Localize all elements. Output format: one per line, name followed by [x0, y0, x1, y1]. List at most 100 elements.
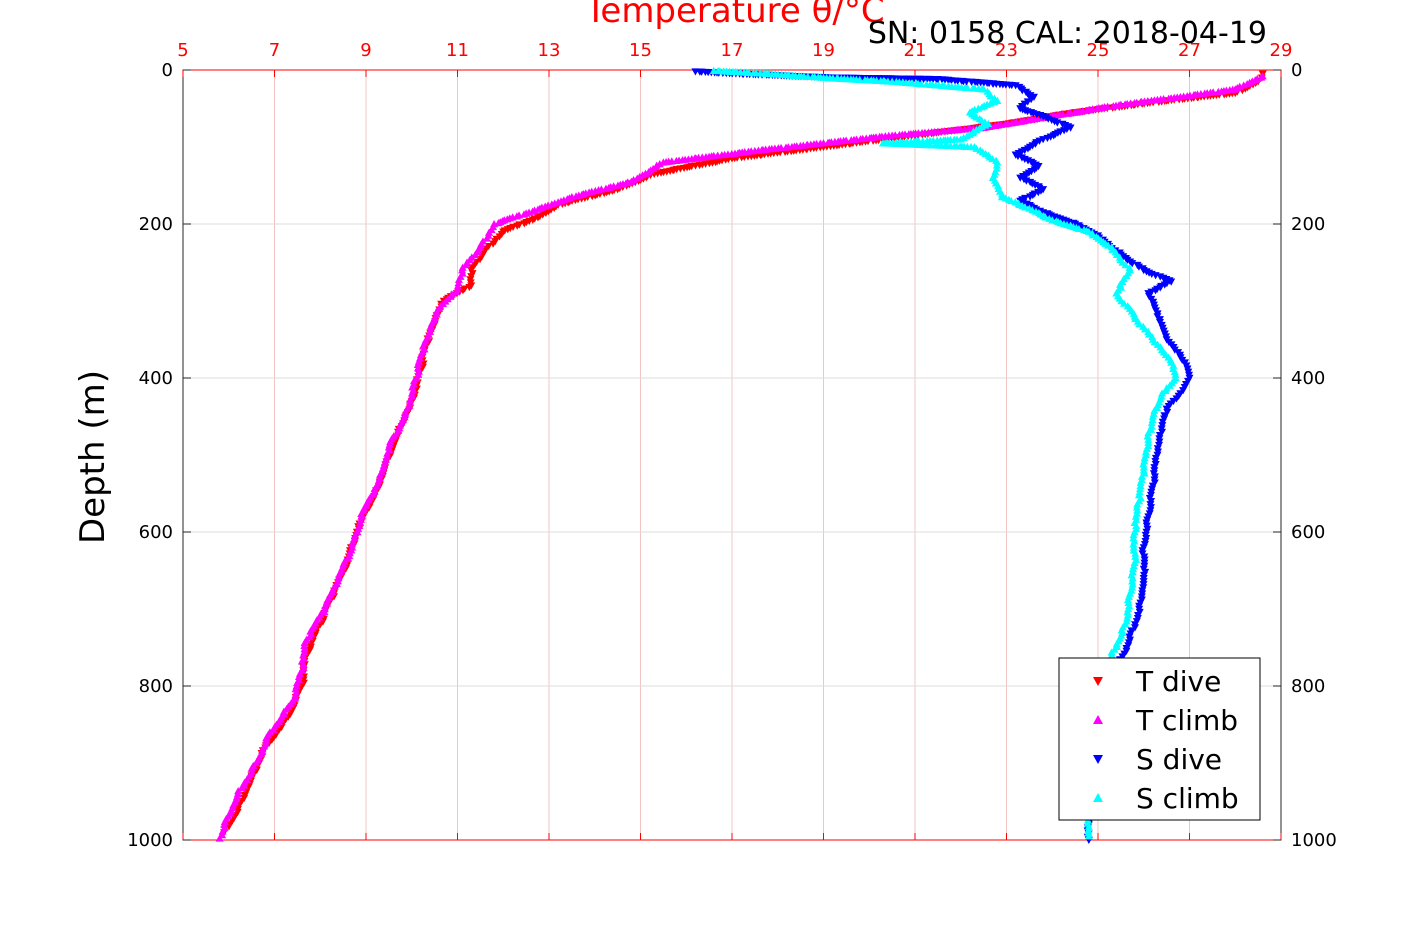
data-point	[1064, 109, 1073, 117]
data-point	[335, 571, 344, 579]
legend-marker	[1093, 715, 1103, 724]
x-tick-label: 23	[995, 40, 1018, 61]
legend-box	[1058, 657, 1261, 821]
x-tick-label: 17	[721, 40, 744, 61]
data-point	[320, 607, 329, 615]
data-point	[224, 823, 233, 831]
legend: T dive T climb S dive S climb	[1058, 657, 1261, 821]
x-tick-label: 5	[177, 40, 188, 61]
data-point	[384, 443, 393, 451]
data-point	[1129, 540, 1138, 548]
y-tick-label-right: 400	[1291, 368, 1325, 389]
data-point	[1133, 500, 1142, 508]
data-point	[218, 827, 227, 835]
data-point	[1084, 829, 1093, 837]
data-point	[1136, 481, 1145, 489]
data-point	[601, 184, 610, 192]
data-point	[1120, 299, 1129, 307]
data-point	[1135, 320, 1144, 328]
x-tick-label: 15	[629, 40, 652, 61]
x-tick-label: 9	[360, 40, 371, 61]
data-point	[1164, 94, 1173, 102]
chart-annotation: SN: 0158 CAL: 2018-04-19	[868, 16, 1267, 51]
data-point	[414, 367, 423, 375]
data-point	[993, 158, 1002, 166]
legend-marker	[1093, 793, 1103, 802]
y-tick-label-right: 1000	[1291, 830, 1337, 851]
data-point	[293, 678, 302, 687]
data-point	[300, 638, 309, 647]
data-point	[1117, 626, 1126, 634]
series-t-climb	[215, 72, 1267, 842]
data-point	[356, 515, 365, 523]
data-point	[781, 143, 790, 151]
x-tick-label: 21	[904, 40, 927, 61]
data-point	[1148, 412, 1157, 420]
legend-marker	[1093, 677, 1103, 686]
y-tick-label-left: 400	[139, 368, 173, 389]
data-point	[1128, 580, 1137, 588]
data-point	[1074, 224, 1083, 233]
data-point	[354, 524, 363, 533]
data-point	[454, 275, 463, 284]
data-point	[1124, 598, 1133, 607]
x-tick-label: 7	[269, 40, 280, 61]
y-axis-label: Depth (m)	[73, 370, 113, 544]
data-point	[986, 92, 995, 100]
y-tick-label-left: 200	[139, 214, 173, 235]
data-point	[1121, 261, 1130, 269]
chart-title: Temperature θ/°C	[584, 0, 884, 31]
data-point	[458, 266, 467, 274]
data-point	[1129, 564, 1138, 573]
data-point	[215, 834, 224, 842]
data-point	[520, 210, 529, 218]
x-tick-label: 13	[538, 40, 561, 61]
data-point	[454, 279, 463, 287]
data-point	[1128, 574, 1137, 582]
legend-label: T dive	[1135, 665, 1221, 698]
legend-marker	[1093, 755, 1103, 764]
data-point	[963, 83, 972, 92]
data-point	[855, 75, 864, 83]
data-point	[299, 651, 308, 659]
data-point	[1131, 512, 1140, 520]
y-tick-label-right: 0	[1291, 60, 1302, 81]
data-point	[1084, 832, 1093, 840]
data-point	[1107, 651, 1116, 659]
data-point	[220, 820, 229, 828]
data-point	[344, 554, 353, 562]
data-point	[489, 240, 498, 248]
x-tick-label: 19	[812, 40, 835, 61]
data-point	[1139, 460, 1148, 468]
y-tick-label-right: 600	[1291, 522, 1325, 543]
y-tick-label-left: 600	[139, 522, 173, 543]
x-tick-label: 27	[1178, 40, 1201, 61]
data-point	[1109, 102, 1118, 110]
data-point	[1144, 429, 1153, 437]
data-point	[1084, 822, 1093, 830]
grid	[183, 70, 1281, 840]
data-point	[1143, 432, 1152, 440]
data-point	[1147, 422, 1156, 430]
data-point	[847, 136, 856, 144]
data-point	[357, 512, 366, 520]
data-point	[351, 531, 360, 539]
axis-ticks: 5 7 9 11 13 15 17 19 21 23 25 27 2902004006008001000…	[127, 40, 1337, 851]
data-point	[452, 287, 461, 296]
series-s-climb	[709, 66, 1180, 840]
y-tick-label-left: 1000	[127, 830, 173, 851]
data-point	[453, 282, 462, 290]
data-point	[917, 80, 926, 88]
legend-label: S dive	[1136, 743, 1222, 776]
data-point	[383, 449, 392, 457]
data-point	[1124, 595, 1133, 603]
x-tick-label: 11	[446, 40, 469, 61]
legend-label: T climb	[1135, 704, 1238, 737]
x-tick-label: 29	[1270, 40, 1293, 61]
data-point	[1123, 608, 1132, 616]
y-tick-label-left: 0	[162, 60, 173, 81]
y-tick-label-right: 200	[1291, 214, 1325, 235]
data-point	[482, 234, 491, 242]
data-point	[979, 85, 988, 93]
